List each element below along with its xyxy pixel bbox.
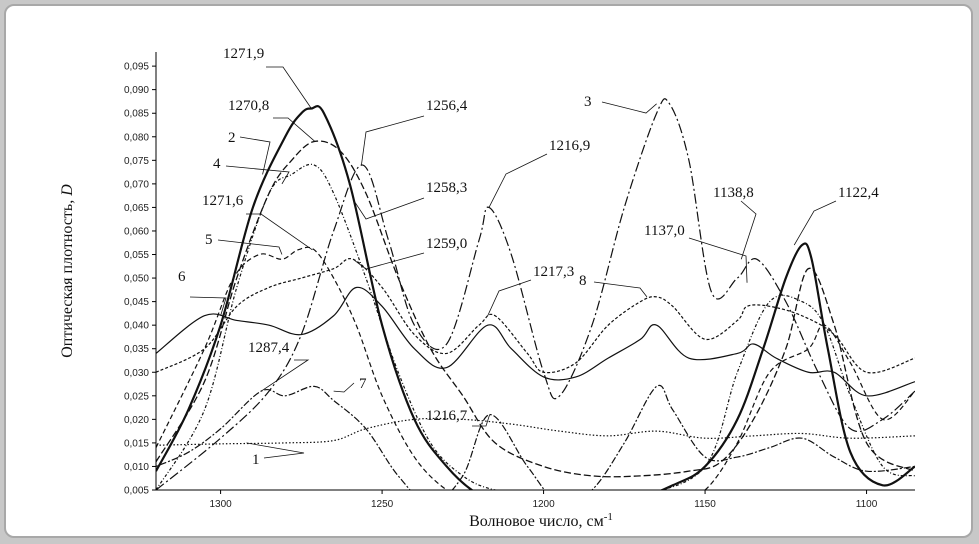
x-axis-label: Волновое число, см-1	[469, 511, 613, 530]
annotation-leader	[793, 200, 837, 246]
annotation-leader	[273, 117, 316, 142]
y-tick-label: 0,050	[124, 274, 149, 285]
y-tick-label: 0,005	[124, 486, 149, 497]
x-tick-label: 1150	[694, 499, 716, 510]
y-tick-label: 0,080	[124, 132, 149, 143]
series-line-bold	[156, 105, 915, 490]
annotation-leader	[487, 279, 532, 316]
y-tick-label: 0,030	[124, 368, 149, 379]
spectrum-chart: 1300 1250 1200 1150 1100 0,005 0,010 0,015 0,020…	[59, 46, 915, 530]
series-line-3	[156, 98, 915, 490]
annotation-leader	[189, 296, 227, 316]
annotation-label: 1287,4	[248, 340, 290, 356]
annotation-leader	[740, 200, 757, 260]
annotation-label: 4	[213, 156, 221, 172]
y-tick-label: 0,065	[124, 203, 149, 214]
annotation-label: 6	[178, 269, 186, 285]
annotation-leader	[688, 237, 748, 283]
annotation-label: 1258,3	[426, 180, 467, 196]
y-tick-label: 0,015	[124, 438, 149, 449]
series-line-7	[156, 384, 915, 490]
annotation-leader	[246, 442, 305, 459]
y-tick-label: 0,020	[124, 415, 149, 426]
annotation-label: 1122,4	[838, 185, 879, 201]
y-tick-label: 0,035	[124, 344, 149, 355]
y-tick-label: 0,090	[124, 85, 149, 96]
series-line-8	[156, 258, 915, 374]
annotation-leader	[472, 414, 491, 427]
annotation-label: 5	[205, 232, 213, 248]
annotation-leader	[246, 213, 313, 251]
annotation-label: 8	[579, 273, 587, 289]
annotation-leader	[488, 153, 548, 208]
annotation-label: 3	[584, 94, 592, 110]
series-line-1	[156, 417, 915, 446]
x-tick-label: 1200	[532, 499, 555, 510]
y-tick-label: 0,075	[124, 156, 149, 167]
annotation-label: 7	[359, 376, 367, 392]
annotation-label: 1216,7	[426, 408, 468, 424]
annotation-label: 1256,4	[426, 98, 468, 114]
y-tick-label: 0,060	[124, 226, 149, 237]
series-line-6	[156, 286, 915, 397]
annotation-label: 1271,6	[202, 193, 244, 209]
y-tick-label: 0,045	[124, 297, 149, 308]
annotation-leader	[593, 281, 648, 298]
annotation-leader	[217, 239, 283, 255]
annotation-leader	[354, 197, 425, 220]
y-tick-label: 0,070	[124, 179, 149, 190]
y-axis-label: Оптическая плотность, D	[59, 184, 76, 358]
annotation-leader	[266, 66, 312, 109]
annotation-leader	[261, 359, 310, 392]
series-line-2	[156, 140, 915, 478]
annotation-leader	[361, 115, 425, 166]
annotation-label: 1259,0	[426, 236, 467, 252]
annotation-label: 1138,8	[713, 185, 754, 201]
y-tick-label: 0,025	[124, 391, 149, 402]
annotation-leader	[333, 382, 355, 393]
annotation-leader	[352, 252, 425, 270]
y-tick-label: 0,095	[124, 62, 149, 73]
y-tick-label: 0,085	[124, 109, 149, 120]
y-tick-label: 0,010	[124, 462, 149, 473]
annotation-label: 1137,0	[644, 223, 685, 239]
annotation-label: 1216,9	[549, 138, 590, 154]
x-tick-label: 1300	[209, 499, 232, 510]
annotation-leader	[225, 165, 290, 185]
annotation-label: 2	[228, 130, 236, 146]
annotation-label: 1270,8	[228, 98, 269, 114]
annotation-label: 1	[252, 452, 260, 468]
x-tick-label: 1100	[856, 499, 878, 510]
annotation-leader	[239, 136, 271, 175]
y-tick-label: 0,040	[124, 321, 149, 332]
x-tick-label: 1250	[371, 499, 394, 510]
annotation-label: 1271,9	[223, 46, 264, 62]
annotation-leader	[601, 101, 657, 114]
annotation-label: 1217,3	[533, 264, 574, 280]
y-tick-label: 0,055	[124, 250, 149, 261]
chart-frame: 1300 1250 1200 1150 1100 0,005 0,010 0,015 0,020…	[4, 4, 973, 538]
